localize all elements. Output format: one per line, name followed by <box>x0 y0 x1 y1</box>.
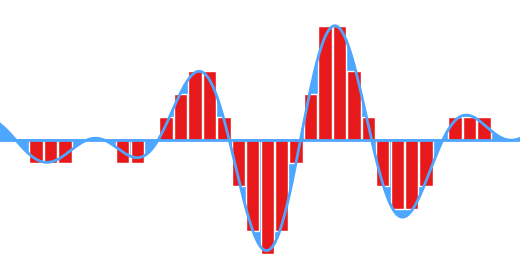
Bar <box>318 26 332 140</box>
Bar <box>174 94 187 140</box>
Bar <box>116 140 129 163</box>
Bar <box>275 140 288 231</box>
Bar <box>217 117 230 140</box>
Bar <box>261 140 274 254</box>
Bar <box>405 140 418 209</box>
Bar <box>347 71 360 140</box>
Bar <box>333 26 346 140</box>
Bar <box>30 140 43 163</box>
Bar <box>44 140 57 163</box>
Bar <box>160 117 173 140</box>
Bar <box>246 140 259 231</box>
Bar <box>188 71 202 140</box>
Bar <box>463 117 476 140</box>
Bar <box>232 140 245 186</box>
Bar <box>304 94 317 140</box>
Bar <box>131 140 144 163</box>
Bar <box>362 117 375 140</box>
Bar <box>203 71 216 140</box>
Bar <box>448 117 462 140</box>
Bar <box>58 140 72 163</box>
Bar <box>376 140 389 186</box>
Bar <box>290 140 303 163</box>
Bar <box>391 140 404 209</box>
Bar <box>420 140 433 186</box>
Bar <box>477 117 490 140</box>
